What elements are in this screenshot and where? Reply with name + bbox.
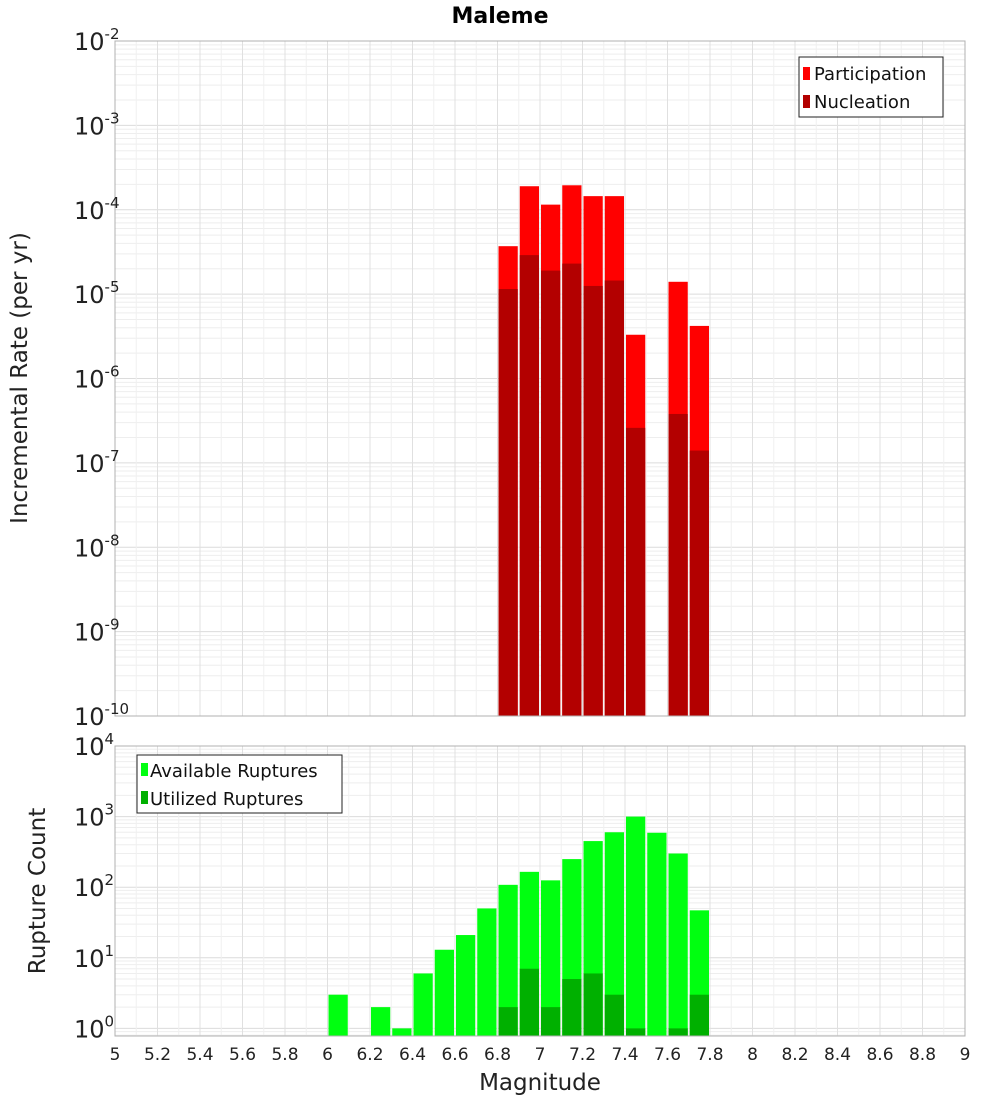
x-tick-label: 6.8	[484, 1045, 511, 1065]
bottom-bar-available-ruptures	[371, 1007, 391, 1036]
x-tick-label: 8	[747, 1045, 758, 1065]
x-tick-label: 8.6	[866, 1045, 893, 1065]
bottom-bar-available-ruptures	[498, 884, 518, 1036]
legend-swatch-nucleation	[803, 95, 810, 108]
top-bar-nucleation	[626, 427, 646, 716]
top-y-tick-label: 10-5	[74, 278, 120, 309]
bottom-bar-utilized-ruptures	[668, 1028, 688, 1036]
top-y-tick-label: 10-8	[74, 531, 120, 562]
top-plot-frame	[114, 40, 966, 717]
top-bar-nucleation	[583, 285, 603, 716]
bottom-legend: Available Ruptures Utilized Ruptures	[136, 754, 343, 814]
top-y-axis-ticks: 10-10 10-9 10-8 10-7 10-6 10-5 10-4 10-3 10-2	[74, 25, 129, 731]
x-tick-label: 8.8	[909, 1045, 936, 1065]
top-bar-nucleation	[519, 255, 539, 716]
x-tick-label: 6.4	[399, 1045, 426, 1065]
top-legend: Participation Nucleation	[798, 56, 944, 118]
bottom-bar-available-ruptures	[541, 880, 561, 1036]
chart-title: Maleme	[451, 4, 548, 29]
x-axis-ticks: 5 5.2 5.4 5.6 5.8 6 6.2 6.4 6.6 6.8 7 7.2 7.4 7.6 7.8 8…	[110, 1045, 971, 1065]
bottom-y-axis-label: Rupture Count	[25, 808, 51, 974]
bottom-bar-available-ruptures	[604, 832, 624, 1036]
x-tick-label: 7.6	[654, 1045, 681, 1065]
x-tick-label: 5.8	[271, 1045, 298, 1065]
x-tick-label: 5	[110, 1045, 121, 1065]
legend-label-utilized-ruptures: Utilized Ruptures	[150, 789, 303, 810]
bottom-bar-available-ruptures	[626, 816, 646, 1036]
x-tick-label: 8.4	[824, 1045, 851, 1065]
top-plot-grid	[114, 40, 966, 717]
x-tick-label: 7.8	[696, 1045, 723, 1065]
top-bar-nucleation	[604, 280, 624, 716]
bottom-plot-frame	[114, 745, 966, 1037]
top-plot-bars	[498, 185, 709, 717]
bottom-bar-available-ruptures	[413, 973, 433, 1036]
top-bar-nucleation	[541, 270, 561, 716]
x-tick-label: 6.2	[356, 1045, 383, 1065]
bottom-bar-utilized-ruptures	[498, 1007, 518, 1036]
bottom-bar-available-ruptures	[456, 935, 476, 1036]
bottom-plot-bars	[328, 816, 709, 1036]
x-tick-label: 8.2	[781, 1045, 808, 1065]
x-tick-label: 7	[535, 1045, 546, 1065]
x-tick-label: 6.6	[441, 1045, 468, 1065]
bottom-bar-utilized-ruptures	[519, 968, 539, 1036]
bottom-y-tick-label: 102	[74, 871, 114, 902]
top-y-axis-label: Incremental Rate (per yr)	[7, 232, 33, 524]
bottom-bar-available-ruptures	[477, 908, 497, 1036]
top-bar-nucleation	[562, 263, 582, 716]
x-tick-label: 7.2	[569, 1045, 596, 1065]
x-tick-label: 5.6	[229, 1045, 256, 1065]
top-y-tick-label: 10-2	[74, 25, 120, 56]
bottom-bar-utilized-ruptures	[562, 979, 582, 1036]
bottom-bar-available-ruptures	[668, 853, 688, 1036]
top-y-tick-label: 10-9	[74, 616, 120, 647]
x-tick-label: 5.2	[144, 1045, 171, 1065]
legend-swatch-utilized-ruptures	[141, 791, 148, 804]
top-y-tick-label: 10-6	[74, 363, 120, 394]
legend-label-nucleation: Nucleation	[814, 92, 910, 113]
x-tick-label: 9	[960, 1045, 971, 1065]
top-y-tick-label: 10-10	[74, 700, 129, 731]
top-y-tick-label: 10-7	[74, 447, 120, 478]
bottom-bar-utilized-ruptures	[541, 1007, 561, 1036]
bottom-y-tick-label: 100	[74, 1012, 114, 1043]
bottom-bar-available-ruptures	[647, 832, 667, 1036]
bottom-bar-utilized-ruptures	[604, 994, 624, 1036]
x-axis-label: Magnitude	[479, 1070, 601, 1096]
legend-swatch-participation	[803, 67, 810, 80]
top-bar-nucleation	[668, 413, 688, 716]
bottom-legend-box	[136, 754, 343, 814]
bottom-bar-utilized-ruptures	[689, 994, 709, 1036]
x-tick-label: 6	[322, 1045, 333, 1065]
bottom-bar-utilized-ruptures	[583, 973, 603, 1036]
bottom-bar-utilized-ruptures	[626, 1028, 646, 1036]
top-legend-box	[798, 56, 944, 118]
x-tick-label: 7.4	[611, 1045, 638, 1065]
x-tick-label: 5.4	[186, 1045, 213, 1065]
top-y-tick-label: 10-4	[74, 194, 120, 225]
top-y-tick-label: 10-3	[74, 109, 120, 140]
bottom-y-tick-label: 104	[74, 730, 114, 761]
bottom-y-axis-ticks: 100 101 102 103 104	[74, 730, 114, 1043]
bottom-bar-available-ruptures	[328, 994, 348, 1036]
top-bar-nucleation	[689, 450, 709, 716]
legend-label-available-ruptures: Available Ruptures	[150, 761, 318, 782]
legend-label-participation: Participation	[814, 64, 926, 85]
top-bar-nucleation	[498, 289, 518, 716]
legend-swatch-available-ruptures	[141, 763, 148, 776]
bottom-bar-available-ruptures	[392, 1028, 412, 1036]
bottom-bar-available-ruptures	[434, 949, 454, 1036]
bottom-y-tick-label: 101	[74, 942, 114, 973]
bottom-y-tick-label: 103	[74, 801, 114, 832]
